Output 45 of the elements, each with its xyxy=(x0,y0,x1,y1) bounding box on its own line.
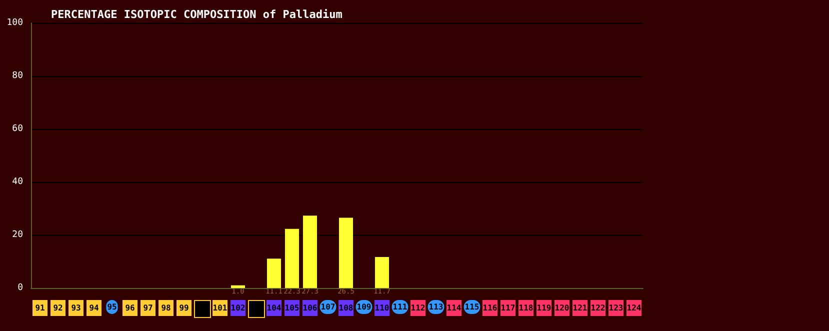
x-tick-label: 123 xyxy=(608,304,624,312)
x-tick-label: 92 xyxy=(53,304,63,312)
x-tick-label: 104 xyxy=(266,304,282,312)
x-tick-label: 107 xyxy=(320,302,336,312)
x-tick-label: 115 xyxy=(464,302,480,312)
x-tick-label: 122 xyxy=(590,304,606,312)
x-tick-label: 117 xyxy=(500,304,516,312)
x-tick-label: 110 xyxy=(374,304,390,312)
x-tick-label: 119 xyxy=(536,304,552,312)
x-tick-label: 93 xyxy=(71,304,81,312)
x-tick-label: 96 xyxy=(125,304,135,312)
x-tick-label: 106 xyxy=(302,304,318,312)
bar xyxy=(266,258,282,288)
x-tick-label: 97 xyxy=(143,304,153,312)
y-tick-label: 0 xyxy=(18,283,23,293)
y-tick-label: 100 xyxy=(6,18,23,28)
x-tick-label: 95 xyxy=(107,302,117,312)
x-tick-label: 118 xyxy=(518,304,534,312)
x-tick-label: 113 xyxy=(428,302,444,312)
x-tick-label: 121 xyxy=(572,304,588,312)
bar xyxy=(374,256,390,288)
x-tick-label: 105 xyxy=(284,304,300,312)
bar xyxy=(230,285,246,288)
x-tick-label: 101 xyxy=(212,304,228,312)
y-tick-label: 80 xyxy=(12,71,23,81)
x-tick-label: 102 xyxy=(230,304,246,312)
chart-title: PERCENTAGE ISOTOPIC COMPOSITION of Palladium xyxy=(51,8,343,21)
y-tick-label: 20 xyxy=(12,230,23,240)
x-tick-label: 116 xyxy=(482,304,498,312)
x-tick-label: 111 xyxy=(392,302,408,312)
x-tick-label: 124 xyxy=(626,304,642,312)
bar xyxy=(284,228,300,288)
x-tick-label: 114 xyxy=(446,304,462,312)
x-tick-label: 98 xyxy=(161,304,171,312)
x-tick-label: 99 xyxy=(179,304,189,312)
bar xyxy=(338,218,354,288)
bar xyxy=(302,216,318,288)
x-tick-label: 91 xyxy=(35,304,45,312)
x-tick-label: 94 xyxy=(89,304,99,312)
x-tick-label: 109 xyxy=(356,302,372,312)
x-tick-label: 108 xyxy=(338,304,354,312)
x-tick-label: 112 xyxy=(410,304,426,312)
y-tick-label: 40 xyxy=(12,177,23,187)
y-tick-label: 60 xyxy=(12,124,23,134)
x-tick-label: 120 xyxy=(554,304,570,312)
